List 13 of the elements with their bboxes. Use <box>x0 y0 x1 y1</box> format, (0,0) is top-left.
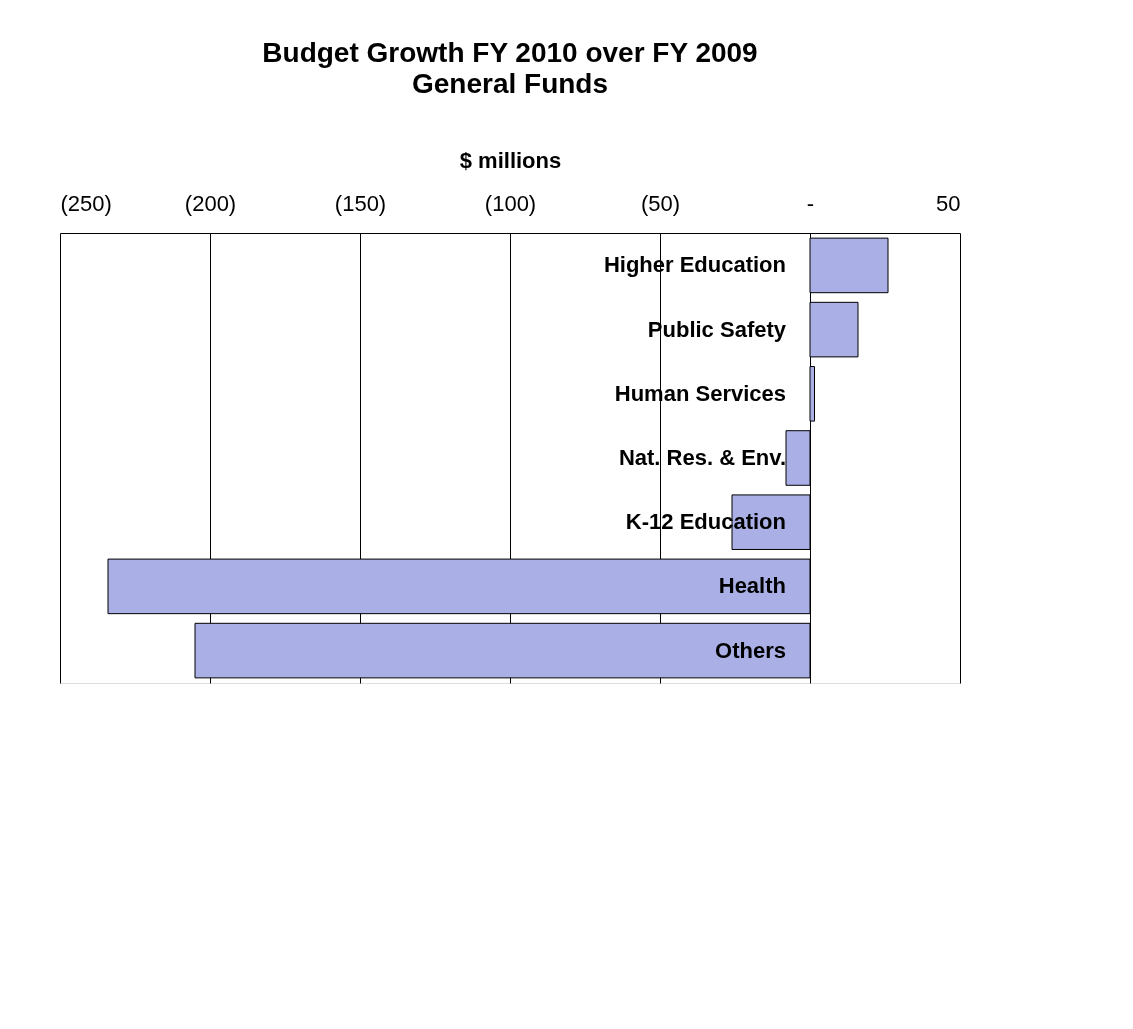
y-tick-label: Health <box>718 573 786 599</box>
x-tick-label: (150) <box>334 190 387 216</box>
y-tick-label: Nat. Res. & Env. <box>618 445 786 470</box>
x-tick-label: (100) <box>484 190 537 216</box>
x-tick-label: - <box>806 190 815 216</box>
x-tick-label: (50) <box>640 190 681 216</box>
x-tick-label: (250) <box>60 190 112 216</box>
x-axis-title: $ millions <box>459 147 562 173</box>
chart-title: Budget Growth FY 2010 over FY 2009 <box>262 37 758 68</box>
chart-subtitle: General Funds <box>411 68 609 99</box>
y-tick-label: Others <box>715 637 786 663</box>
x-tick-label: (200) <box>184 190 237 216</box>
x-tick-label: 50 <box>936 190 961 216</box>
